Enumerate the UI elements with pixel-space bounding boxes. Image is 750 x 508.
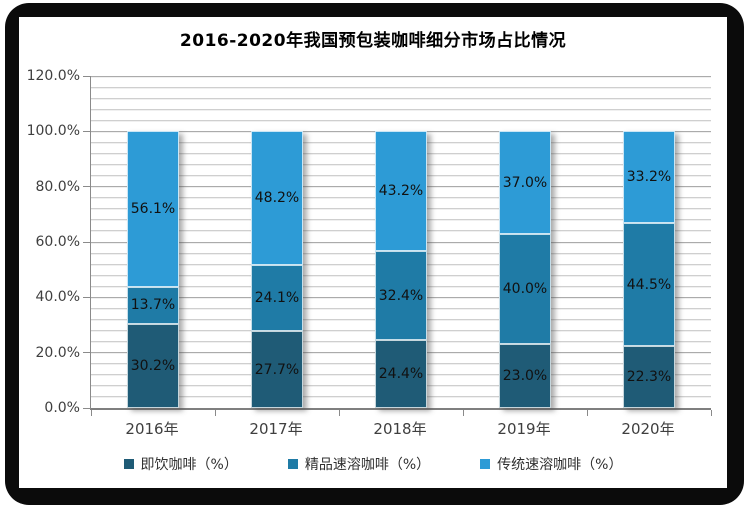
data-label: 24.4% — [378, 366, 424, 383]
stacked-bar: 33.2% 44.5% 22.3% — [623, 131, 675, 408]
data-label: 33.2% — [626, 169, 672, 186]
x-axis-tick — [586, 410, 588, 416]
bar-segment: 48.2% — [251, 131, 303, 265]
y-axis-tick — [83, 352, 91, 354]
y-axis-tick-label: 80.0% — [35, 178, 80, 195]
x-axis-tick — [462, 410, 464, 416]
legend-item: 传统速溶咖啡（%） — [480, 454, 622, 474]
stacked-bar: 48.2% 24.1% 27.7% — [251, 131, 303, 408]
x-axis-label: 2020年 — [621, 420, 675, 438]
data-label: 40.0% — [502, 281, 548, 298]
legend: 即饮咖啡（%） 精品速溶咖啡（%） 传统速溶咖啡（%） — [19, 454, 727, 474]
y-axis-tick — [83, 241, 91, 243]
bar-segment: 27.7% — [251, 331, 303, 408]
gridline-minor — [91, 97, 711, 99]
stacked-bar: 37.0% 40.0% 23.0% — [499, 131, 551, 408]
gridline-major — [91, 75, 711, 77]
bar-segment: 22.3% — [623, 346, 675, 408]
bar-segment: 23.0% — [499, 344, 551, 408]
x-axis-tick — [338, 410, 340, 416]
bar-segment: 44.5% — [623, 223, 675, 347]
legend-label: 精品速溶咖啡（%） — [304, 457, 431, 473]
y-axis-tick-label: 60.0% — [35, 234, 80, 250]
x-axis-label: 2019年 — [497, 420, 551, 438]
x-axis-label: 2017年 — [249, 420, 303, 438]
data-label: 56.1% — [130, 200, 176, 217]
x-axis-tick — [214, 410, 216, 416]
bar-segment: 24.4% — [375, 340, 427, 408]
bar-segment: 24.1% — [251, 264, 303, 332]
x-axis-tick — [90, 410, 92, 416]
chart-title: 2016-2020年我国预包装咖啡细分市场占比情况 — [179, 31, 567, 51]
legend-item: 精品速溶咖啡（%） — [287, 454, 431, 474]
plot-area: 56.1% 13.7% 30.2% 48.2% 24.1% 27.7% 43.2% 32.4%… — [83, 75, 712, 416]
gridline-minor — [91, 86, 711, 88]
bar-segment: 32.4% — [375, 250, 427, 341]
data-label: 13.7% — [130, 297, 176, 314]
data-label: 44.5% — [626, 276, 672, 293]
stacked-bar: 43.2% 32.4% 24.4% — [375, 131, 427, 408]
data-label: 43.2% — [378, 183, 424, 200]
data-label: 23.0% — [502, 368, 548, 385]
bar-segment: 33.2% — [623, 131, 675, 224]
x-axis-label: 2016年 — [125, 420, 179, 438]
data-label: 30.2% — [130, 358, 176, 375]
legend-item: 即饮咖啡（%） — [123, 454, 238, 474]
data-label: 24.1% — [254, 290, 300, 307]
y-axis-tick-label: 0.0% — [44, 400, 80, 416]
gridline-minor — [91, 119, 711, 121]
stacked-bar: 56.1% 13.7% 30.2% — [127, 131, 179, 408]
legend-label: 传统速溶咖啡（%） — [497, 457, 623, 473]
legend-marker-icon — [480, 459, 491, 469]
y-axis-tick — [83, 75, 91, 77]
y-axis-tick-label: 120.0% — [26, 68, 80, 84]
bar-segment: 37.0% — [499, 131, 551, 234]
gridline-minor — [91, 108, 711, 110]
data-label: 27.7% — [254, 361, 300, 378]
y-axis-tick-label: 100.0% — [26, 123, 80, 140]
y-axis-tick-label: 40.0% — [35, 289, 80, 306]
y-axis: 0.0% 20.0% 40.0% 60.0% 80.0% 100.0% 120.0% — [19, 68, 82, 416]
data-label: 48.2% — [254, 190, 300, 207]
legend-label: 即饮咖啡（%） — [140, 457, 238, 473]
y-axis-tick — [83, 186, 91, 188]
legend-marker-icon — [287, 459, 298, 469]
y-axis-tick — [83, 407, 91, 409]
x-axis-label: 2018年 — [373, 420, 427, 438]
chart-frame: 2016-2020年我国预包装咖啡细分市场占比情况 0.0% 20.0% 40.0%… — [5, 3, 744, 505]
y-axis-tick-label: 20.0% — [35, 344, 80, 361]
data-label: 32.4% — [378, 287, 424, 304]
y-axis-tick — [83, 296, 91, 298]
x-axis-tick — [710, 410, 712, 416]
bar-segment: 30.2% — [127, 324, 179, 408]
chart-canvas: 2016-2020年我国预包装咖啡细分市场占比情况 0.0% 20.0% 40.0%… — [19, 17, 727, 488]
bar-segment: 40.0% — [499, 233, 551, 345]
bar-segment: 13.7% — [127, 286, 179, 325]
data-label: 37.0% — [502, 174, 548, 191]
data-label: 22.3% — [626, 369, 672, 386]
x-axis-labels: 2016年 2017年 2018年 2019年 2020年 — [90, 418, 710, 439]
y-axis-tick — [83, 130, 91, 132]
bar-segment: 56.1% — [127, 131, 179, 287]
legend-marker-icon — [123, 459, 134, 469]
bar-segment: 43.2% — [375, 131, 427, 251]
